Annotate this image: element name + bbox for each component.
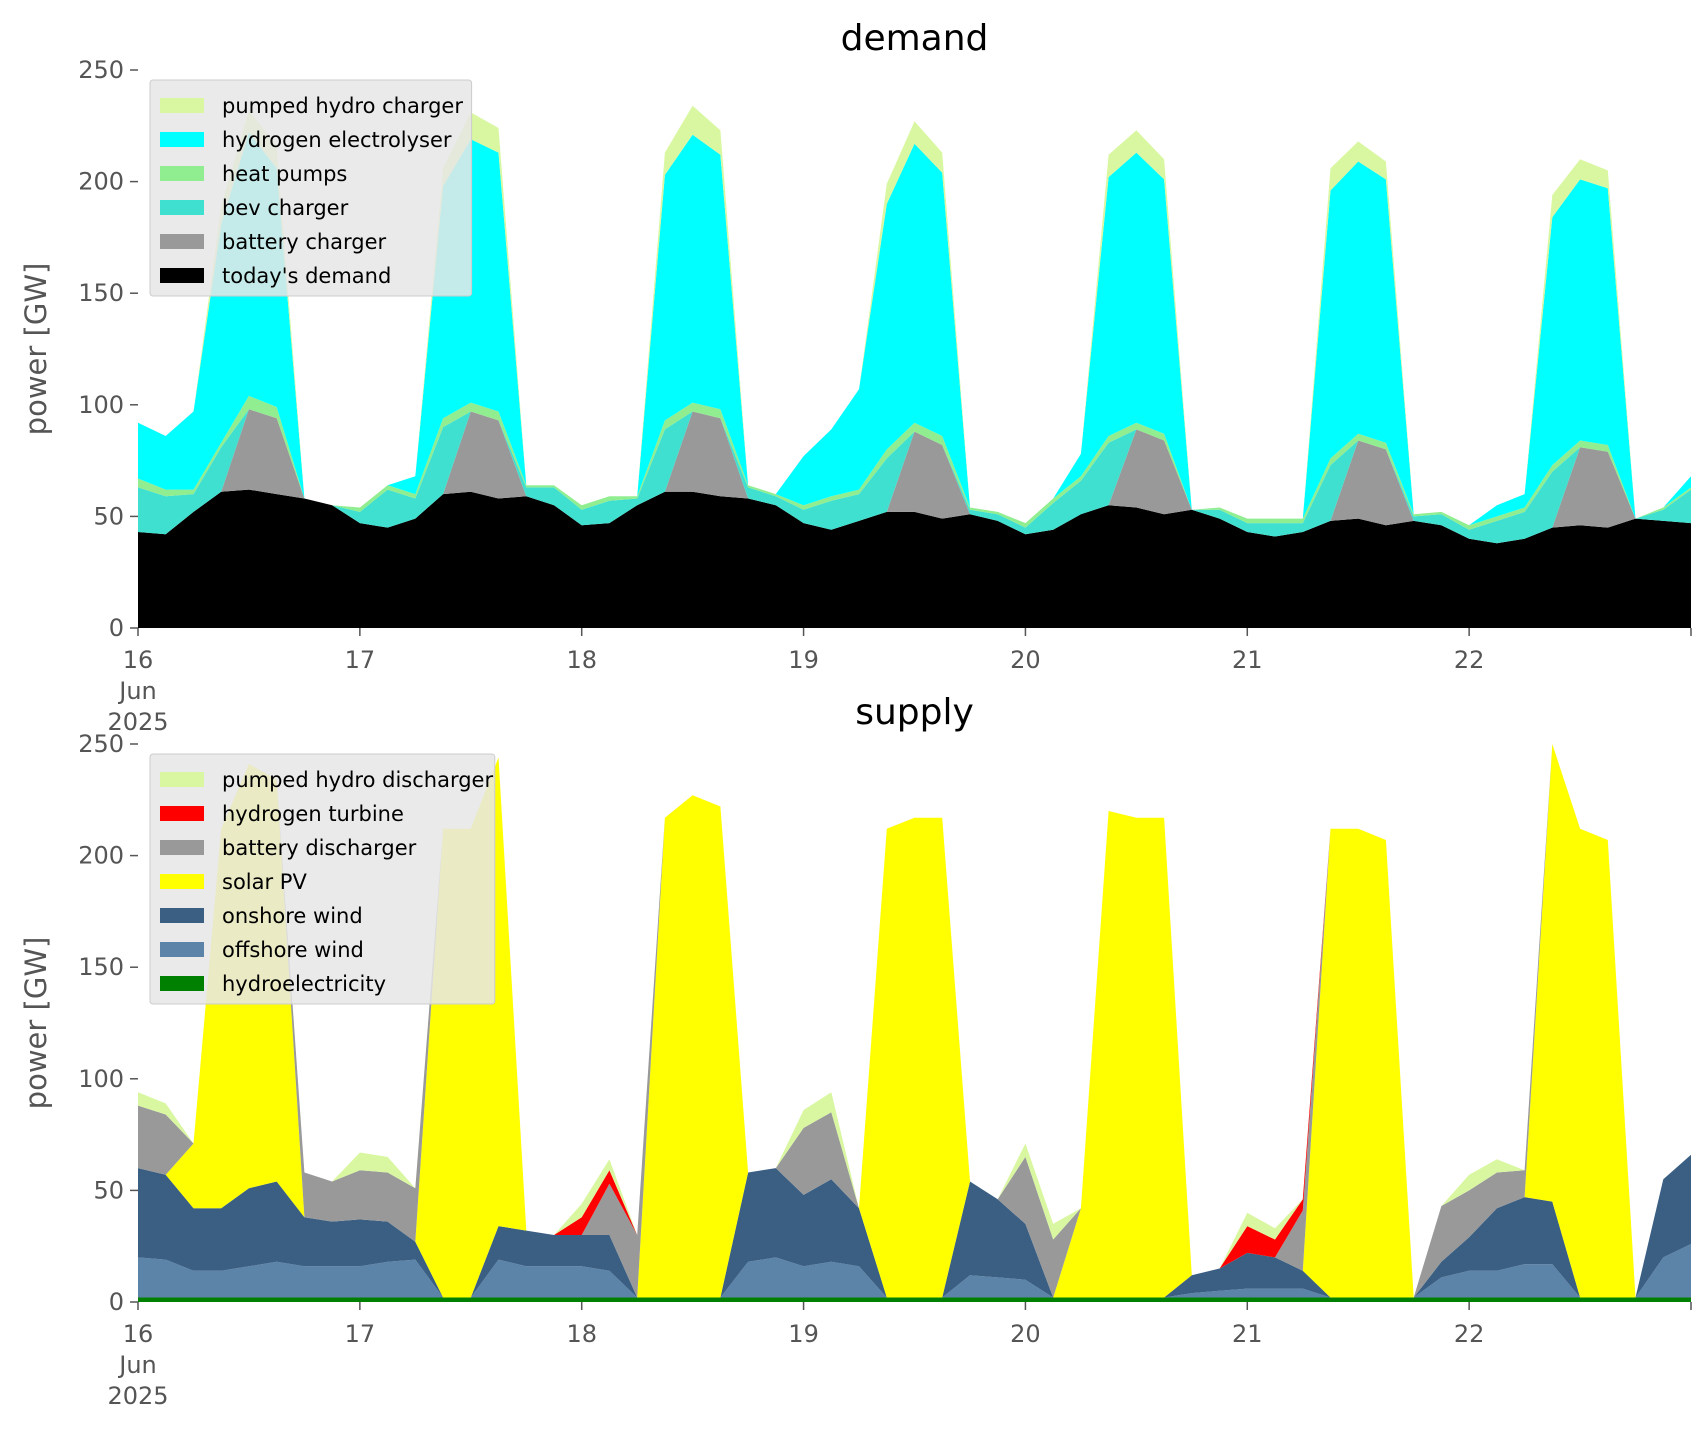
- supply-x-tick-label: 19: [788, 1320, 819, 1348]
- supply-y-tick-label: 250: [78, 730, 124, 758]
- demand-y-ticks: 0 50 100 150 200 250: [78, 56, 138, 642]
- demand-y-tick-label: 100: [78, 391, 124, 419]
- supply-legend-swatch-pumped-hydro-discharger: [160, 772, 204, 787]
- supply-x-tick-label: 2025: [107, 1382, 168, 1410]
- supply-legend-swatch-offshore-wind: [160, 942, 204, 957]
- demand-area-hydrogen-electrolyser: [138, 132, 1691, 526]
- demand-area-layers: [138, 105, 1691, 628]
- supply-legend-swatch-hydrogen-turbine: [160, 806, 204, 821]
- demand-x-ticks: 16 Jun 2025 17 18 19 20 21 22: [107, 628, 1692, 736]
- supply-chart-title: supply: [855, 692, 974, 733]
- demand-area-bev-charger: [138, 409, 1691, 544]
- supply-x-tick-label: 22: [1454, 1320, 1485, 1348]
- supply-x-tick-label: 16: [123, 1320, 154, 1348]
- demand-y-tick-label: 50: [93, 502, 124, 530]
- supply-legend-box: [149, 753, 496, 1005]
- demand-legend-label-pumped-hydro-charger: pumped hydro charger: [222, 94, 463, 118]
- demand-x-tick-label: 21: [1232, 646, 1263, 674]
- supply-x-tick-label: Jun: [117, 1351, 157, 1379]
- demand-y-tick-label: 200: [78, 168, 124, 196]
- supply-y-ticks: 0 50 100 150 200 250: [78, 730, 138, 1316]
- supply-area-onshore-wind: [138, 1154, 1691, 1298]
- supply-x-tick-label: 17: [345, 1320, 376, 1348]
- demand-legend-swatch-heat-pumps: [160, 166, 204, 181]
- supply-legend-label-hydrogen-turbine: hydrogen turbine: [222, 802, 404, 826]
- demand-area-today-s-demand: [138, 489, 1691, 628]
- demand-legend: pumped hydro charger hydrogen electrolyse…: [149, 79, 473, 297]
- supply-legend-swatch-solar-pv: [160, 874, 204, 889]
- demand-legend-label-battery-charger: battery charger: [222, 230, 387, 254]
- demand-x-tick-label: 16: [123, 646, 154, 674]
- supply-legend: pumped hydro discharger hydrogen turbine b…: [149, 753, 496, 1005]
- supply-y-tick-label: 0: [109, 1288, 124, 1316]
- demand-legend-swatch-hydrogen-electrolyser: [160, 132, 204, 147]
- demand-chart: demand power [GW] 0 50 100 150 200 250 16 Jun 2…: [19, 18, 1692, 736]
- demand-y-tick-label: 150: [78, 279, 124, 307]
- demand-legend-swatch-battery-charger: [160, 234, 204, 249]
- supply-y-tick-label: 50: [93, 1176, 124, 1204]
- supply-chart: supply power [GW] 0 50 100 150 200 250 16 Jun 2…: [19, 692, 1692, 1410]
- demand-legend-label-bev-charger: bev charger: [222, 196, 349, 220]
- supply-legend-label-solar-pv: solar PV: [222, 870, 307, 894]
- supply-y-tick-label: 200: [78, 842, 124, 870]
- supply-area-solar-pv: [138, 744, 1691, 1298]
- supply-legend-label-onshore-wind: onshore wind: [222, 904, 363, 928]
- supply-y-tick-label: 100: [78, 1065, 124, 1093]
- supply-area-layers: [138, 744, 1691, 1302]
- supply-area-hydroelectricity: [138, 1297, 1691, 1302]
- demand-legend-box: [149, 79, 473, 297]
- supply-x-tick-label: 18: [566, 1320, 597, 1348]
- supply-area-offshore-wind: [138, 1244, 1691, 1298]
- demand-x-tick-label: 19: [788, 646, 819, 674]
- supply-x-tick-label: 20: [1010, 1320, 1041, 1348]
- demand-x-tick-label: 17: [345, 646, 376, 674]
- demand-y-tick-label: 250: [78, 56, 124, 84]
- demand-y-tick-label: 0: [109, 614, 124, 642]
- demand-legend-label-heat-pumps: heat pumps: [222, 162, 347, 186]
- demand-legend-label-hydrogen-electrolyser: hydrogen electrolyser: [222, 128, 452, 152]
- supply-y-tick-label: 150: [78, 953, 124, 981]
- demand-chart-title: demand: [841, 18, 989, 59]
- supply-legend-swatch-onshore-wind: [160, 908, 204, 923]
- demand-x-tick-label: 20: [1010, 646, 1041, 674]
- supply-legend-label-battery-discharger: battery discharger: [222, 836, 417, 860]
- supply-legend-label-hydroelectricity: hydroelectricity: [222, 972, 386, 996]
- demand-x-tick-label: 2025: [107, 708, 168, 736]
- demand-y-axis-label: power [GW]: [19, 263, 53, 436]
- supply-legend-swatch-battery-discharger: [160, 840, 204, 855]
- demand-legend-label-today-s-demand: today's demand: [222, 264, 391, 288]
- demand-x-tick-label: 18: [566, 646, 597, 674]
- demand-legend-swatch-bev-charger: [160, 200, 204, 215]
- demand-legend-swatch-pumped-hydro-charger: [160, 98, 204, 113]
- supply-x-tick-label: 21: [1232, 1320, 1263, 1348]
- supply-y-axis-label: power [GW]: [19, 937, 53, 1110]
- demand-area-battery-charger: [138, 409, 1691, 544]
- demand-x-tick-label: 22: [1454, 646, 1485, 674]
- supply-x-ticks: 16 Jun 2025 17 18 19 20 21 22: [107, 1302, 1692, 1410]
- supply-legend-swatch-hydroelectricity: [160, 976, 204, 991]
- demand-legend-swatch-today-s-demand: [160, 268, 204, 283]
- demand-x-tick-label: Jun: [117, 677, 157, 705]
- supply-legend-label-pumped-hydro-discharger: pumped hydro discharger: [222, 768, 493, 792]
- supply-legend-label-offshore-wind: offshore wind: [222, 938, 364, 962]
